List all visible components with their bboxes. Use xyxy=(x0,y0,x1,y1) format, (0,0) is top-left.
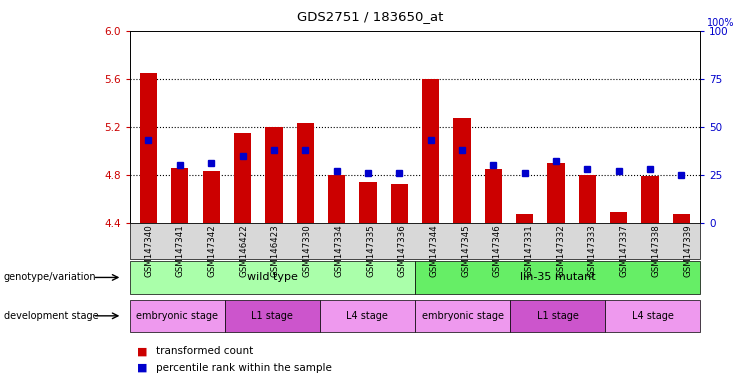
Text: GSM147332: GSM147332 xyxy=(556,225,565,277)
Text: GSM147336: GSM147336 xyxy=(398,225,407,277)
Text: wild type: wild type xyxy=(247,272,298,283)
Bar xyxy=(234,133,251,223)
Bar xyxy=(140,73,157,223)
Text: GSM147331: GSM147331 xyxy=(525,225,534,277)
Bar xyxy=(548,163,565,223)
Text: GSM147344: GSM147344 xyxy=(430,225,439,277)
Bar xyxy=(485,169,502,223)
Bar xyxy=(265,127,282,223)
Bar xyxy=(453,118,471,223)
Text: GSM147335: GSM147335 xyxy=(366,225,375,277)
Text: development stage: development stage xyxy=(4,311,99,321)
Text: embryonic stage: embryonic stage xyxy=(422,311,503,321)
Text: GSM147345: GSM147345 xyxy=(461,225,471,277)
Bar xyxy=(422,79,439,223)
Bar xyxy=(328,175,345,223)
Text: L4 stage: L4 stage xyxy=(347,311,388,321)
Text: GSM147342: GSM147342 xyxy=(207,225,216,277)
Text: L1 stage: L1 stage xyxy=(251,311,293,321)
Text: ■: ■ xyxy=(137,363,147,373)
Text: GDS2751 / 183650_at: GDS2751 / 183650_at xyxy=(297,10,444,23)
Bar xyxy=(202,171,220,223)
Bar xyxy=(359,182,376,223)
Bar xyxy=(579,175,596,223)
Text: GSM147339: GSM147339 xyxy=(683,225,692,277)
Bar xyxy=(673,214,690,223)
Text: L1 stage: L1 stage xyxy=(536,311,579,321)
Text: 100%: 100% xyxy=(707,18,734,28)
Bar xyxy=(516,214,534,223)
Bar xyxy=(296,123,314,223)
Text: GSM146423: GSM146423 xyxy=(271,225,280,277)
Text: ■: ■ xyxy=(137,346,147,356)
Bar xyxy=(171,167,188,223)
Text: embryonic stage: embryonic stage xyxy=(136,311,218,321)
Text: GSM146422: GSM146422 xyxy=(239,225,248,277)
Text: lin-35 mutant: lin-35 mutant xyxy=(519,272,596,283)
Text: GSM147337: GSM147337 xyxy=(619,225,628,277)
Text: GSM147334: GSM147334 xyxy=(334,225,343,277)
Text: percentile rank within the sample: percentile rank within the sample xyxy=(156,363,331,373)
Text: GSM147330: GSM147330 xyxy=(302,225,312,277)
Text: L4 stage: L4 stage xyxy=(632,311,674,321)
Text: GSM147333: GSM147333 xyxy=(588,225,597,277)
Text: GSM147346: GSM147346 xyxy=(493,225,502,277)
Text: GSM147338: GSM147338 xyxy=(651,225,660,277)
Text: GSM147341: GSM147341 xyxy=(176,225,185,277)
Bar xyxy=(610,212,628,223)
Bar xyxy=(642,176,659,223)
Text: genotype/variation: genotype/variation xyxy=(4,272,96,283)
Text: transformed count: transformed count xyxy=(156,346,253,356)
Text: GSM147340: GSM147340 xyxy=(144,225,153,277)
Bar xyxy=(391,184,408,223)
